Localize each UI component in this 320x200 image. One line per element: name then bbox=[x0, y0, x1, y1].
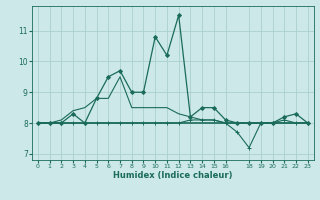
X-axis label: Humidex (Indice chaleur): Humidex (Indice chaleur) bbox=[113, 171, 233, 180]
